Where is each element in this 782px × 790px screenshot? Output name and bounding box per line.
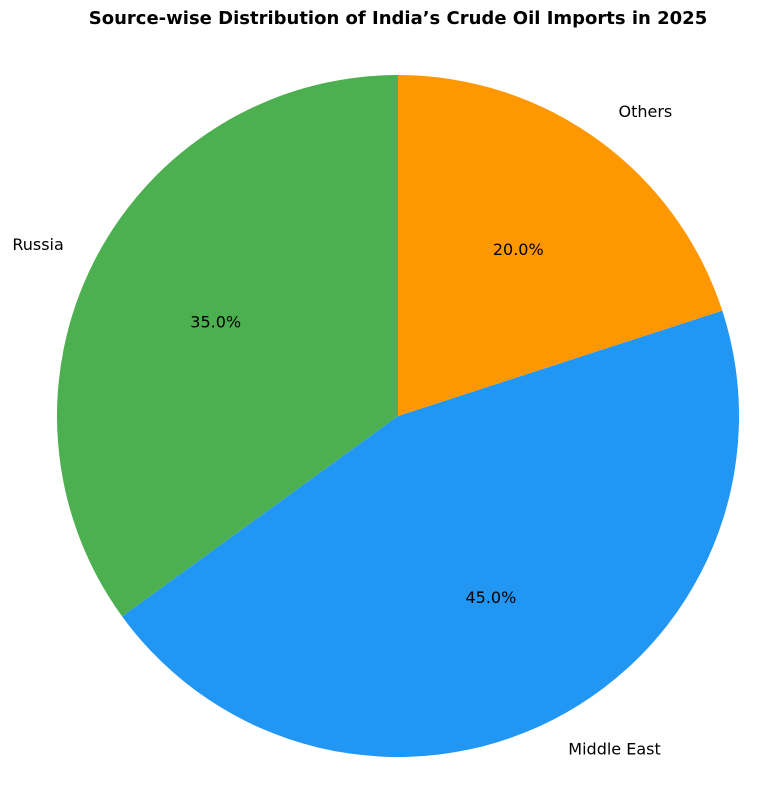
- slice-label: Others: [618, 102, 672, 121]
- pie-slice: [122, 310, 739, 757]
- value-label: 20.0%: [493, 240, 544, 259]
- pie-slice: [398, 75, 723, 416]
- chart-title: Source-wise Distribution of India’s Crud…: [89, 8, 707, 29]
- pie-slice: [57, 75, 399, 617]
- value-label: 35.0%: [190, 313, 241, 332]
- slice-label: Middle East: [568, 740, 660, 759]
- slice-label: Russia: [12, 235, 63, 254]
- value-label: 45.0%: [465, 588, 516, 607]
